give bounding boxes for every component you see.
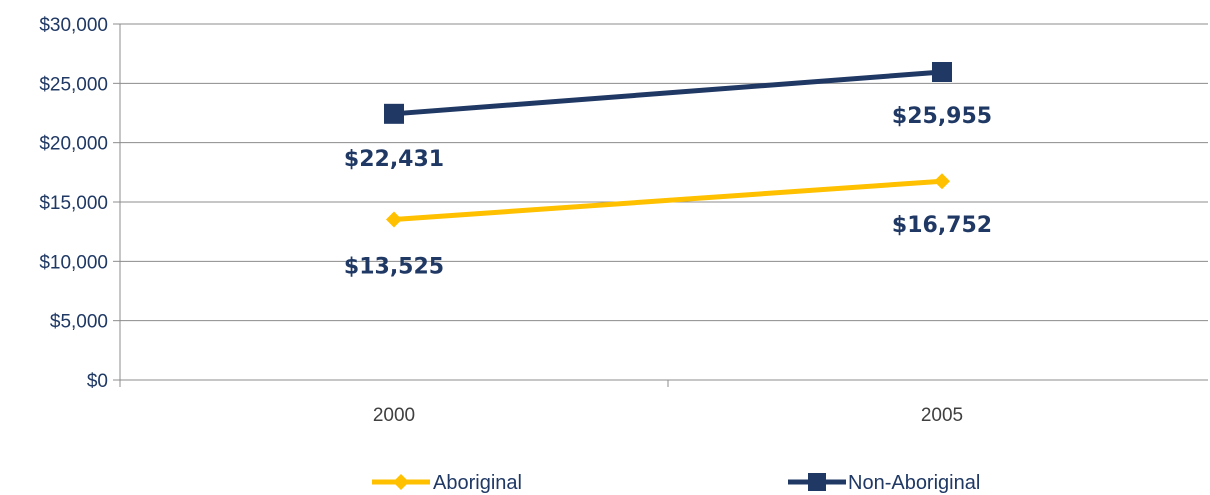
y-tick-label: $25,000 [39,74,108,95]
data-label: $13,525 [344,255,444,280]
series-line-aboriginal [393,178,943,222]
x-tick-label: 2000 [373,405,415,426]
y-tick-label: $15,000 [39,193,108,214]
data-label: $16,752 [892,213,992,238]
y-tick-label: $10,000 [39,252,108,273]
data-point-marker [934,173,950,190]
y-tick-label: $5,000 [50,312,108,333]
data-point-marker [384,103,404,124]
legend-marker [808,473,826,491]
data-label: $22,431 [344,147,444,172]
data-label: $25,955 [892,104,992,129]
y-tick-label: $20,000 [39,134,108,155]
x-tick-label: 2005 [921,405,963,426]
y-tick-label: $0 [87,371,108,392]
legend-label: Non-Aboriginal [848,472,980,494]
legend-marker [393,474,409,490]
data-point-marker [932,62,952,83]
y-tick-label: $30,000 [39,15,108,36]
series-line-non-aboriginal [393,69,943,117]
legend-label: Aboriginal [433,472,522,494]
data-point-marker [386,211,402,228]
